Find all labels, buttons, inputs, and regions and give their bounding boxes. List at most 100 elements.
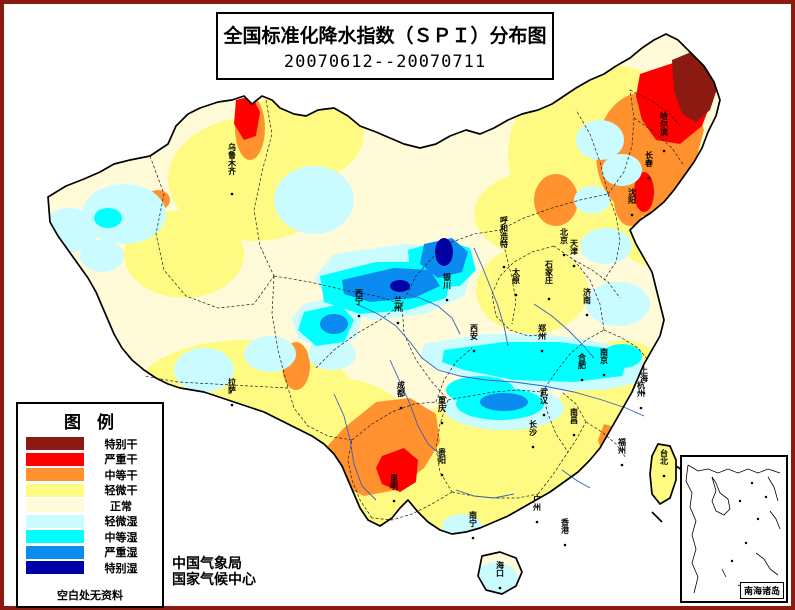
- legend-row: 特别干: [22, 436, 158, 452]
- legend-row: 正常: [22, 498, 158, 514]
- legend-row: 中等湿: [22, 529, 158, 545]
- city-marker: 拉萨: [228, 377, 237, 407]
- legend-rows: 特别干 严重干 中等干轻微干 正常轻微湿 中等湿 严重湿 特别湿: [18, 436, 162, 586]
- city-marker: 乌鲁木齐: [227, 142, 237, 196]
- city-marker: 呼和浩特: [500, 215, 509, 269]
- city-dot: [662, 474, 666, 478]
- city-marker: 贵阳: [438, 447, 447, 477]
- city-marker: 广州: [533, 494, 542, 524]
- legend-row: 轻微干: [22, 483, 158, 499]
- city-dot: [620, 463, 624, 467]
- city-marker: 昆明: [390, 473, 399, 503]
- legend-label: 严重干: [104, 453, 138, 467]
- city-label: 济南: [582, 287, 592, 305]
- city-label: 拉萨: [228, 377, 237, 395]
- legend-label: 轻微干: [104, 484, 138, 498]
- legend-row: 特别湿: [22, 560, 158, 576]
- city-marker: 沈阳: [628, 187, 637, 217]
- map-title-box: 全国标准化降水指数（ＳＰＩ）分布图 20070612--20070711: [216, 12, 554, 80]
- legend-swatch: [26, 499, 84, 513]
- city-label: 长沙: [528, 419, 538, 437]
- city-dot: [572, 264, 576, 268]
- city-marker: 兰州: [394, 295, 403, 325]
- city-marker: 南昌: [570, 407, 579, 437]
- city-dot: [445, 298, 449, 302]
- city-label: 西宁: [355, 289, 364, 306]
- city-dot: [572, 433, 576, 437]
- city-dot: [514, 293, 518, 297]
- legend-swatch: [26, 561, 84, 575]
- legend-label: 特别湿: [104, 561, 138, 575]
- city-dot: [563, 543, 567, 547]
- legend-label: 正常: [110, 499, 132, 513]
- city-dot: [396, 321, 400, 325]
- city-label: 昆明: [390, 473, 399, 491]
- city-dot: [440, 473, 444, 477]
- city-dot: [399, 406, 403, 410]
- legend-swatch: [26, 545, 84, 559]
- city-marker: 西安: [470, 324, 479, 353]
- city-dot: [542, 413, 546, 417]
- city-dot: [585, 313, 589, 317]
- city-label: 南京: [600, 347, 609, 365]
- city-dot: [647, 176, 651, 180]
- city-label: 太原: [511, 267, 521, 285]
- city-marker: 郑州: [538, 323, 547, 353]
- legend-label: 严重湿: [104, 546, 138, 560]
- city-dot: [642, 391, 646, 395]
- city-dot: [580, 378, 584, 382]
- city-marker: 银川: [442, 272, 452, 302]
- legend-row: 严重湿: [22, 545, 158, 561]
- city-dot: [639, 406, 643, 410]
- legend-row: 轻微湿: [22, 514, 158, 530]
- legend-row: 中等干: [22, 467, 158, 483]
- city-label: 重庆: [438, 395, 447, 413]
- city-label: 上海: [640, 365, 649, 383]
- city-dot: [392, 499, 396, 503]
- city-dot: [531, 445, 535, 449]
- legend-label: 中等干: [104, 468, 138, 482]
- city-label: 兰州: [394, 295, 403, 313]
- city-dot: [602, 373, 606, 377]
- city-dot: [562, 253, 566, 257]
- inset-svg: [685, 464, 781, 594]
- city-dot: [440, 421, 444, 425]
- city-label: 合肥: [577, 352, 587, 370]
- city-marker: 重庆: [438, 395, 447, 425]
- city-marker: 石家庄: [544, 260, 554, 301]
- city-label: 武汉: [539, 387, 549, 405]
- city-label: 西安: [470, 324, 479, 341]
- city-marker: 长沙: [528, 419, 538, 449]
- city-dot: [662, 149, 666, 153]
- city-dot: [471, 536, 475, 540]
- city-label: 贵阳: [438, 447, 447, 465]
- city-label: 石家庄: [544, 260, 554, 285]
- attribution-line-1: 中国气象局: [172, 556, 242, 572]
- city-marker: 北京: [560, 227, 569, 257]
- legend-label: 轻微湿: [104, 515, 138, 529]
- attribution-line-2: 国家气候中心: [172, 572, 256, 589]
- legend-swatch: [26, 452, 84, 466]
- city-marker: 上海: [640, 365, 649, 395]
- city-label: 银川: [442, 272, 452, 290]
- city-marker: 海口: [496, 560, 505, 590]
- province-boundaries: [143, 89, 685, 521]
- city-label: 海口: [496, 560, 505, 578]
- city-marker: 太原: [511, 267, 521, 297]
- city-dot: [630, 213, 634, 217]
- legend-row: 严重干: [22, 452, 158, 468]
- city-marker: 南宁: [469, 510, 478, 540]
- city-dot: [230, 403, 234, 407]
- legend-heading: 图例: [64, 413, 130, 433]
- legend-swatch: [26, 514, 84, 528]
- city-label: 成都: [397, 380, 406, 398]
- city-marker: 长春: [644, 150, 654, 180]
- city-marker: 台北: [660, 448, 669, 478]
- map-date-range: 20070612--20070711: [283, 51, 487, 72]
- map-title: 全国标准化降水指数（ＳＰＩ）分布图: [223, 24, 547, 47]
- city-dot: [547, 297, 551, 301]
- city-marker: 哈尔滨: [660, 111, 669, 153]
